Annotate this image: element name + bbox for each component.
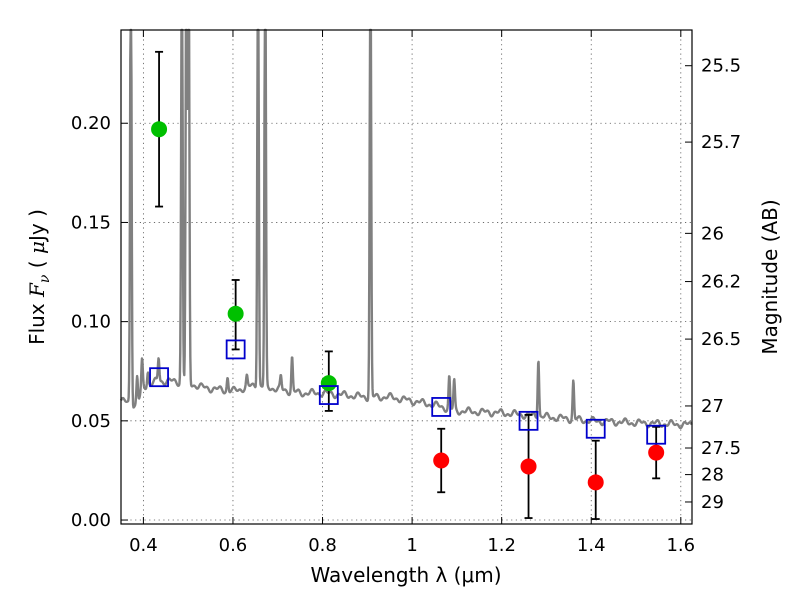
y2-tick-label: 26.5: [701, 329, 741, 350]
x-tick-label: 0.4: [129, 535, 158, 556]
data-point: [151, 121, 168, 138]
y-tick-label: 0.00: [71, 510, 111, 531]
y2-tick-label: 27: [701, 396, 724, 417]
marker-layer: [149, 121, 667, 491]
x-tick-label: 1.6: [666, 535, 695, 556]
model-square: [646, 424, 667, 445]
y2-tick-label: 25.7: [701, 132, 741, 153]
y2-tick-label: 25.5: [701, 56, 741, 77]
model-square: [225, 339, 246, 360]
data-point: [320, 375, 337, 392]
x-tick-label: 1: [406, 535, 417, 556]
x-tick-label: 0.8: [308, 535, 337, 556]
x-axis-label: Wavelength λ (μm): [310, 563, 501, 587]
y-axis-label-mu: μ: [25, 241, 49, 254]
x-tick-label: 1.4: [577, 535, 606, 556]
y-tick-label: 0.10: [71, 312, 111, 333]
plot-frame: [120, 29, 693, 525]
y2-axis-label: Magnitude (AB): [758, 199, 782, 354]
x-tick-label: 1.2: [487, 535, 516, 556]
data-point: [587, 474, 604, 491]
model-spectrum-line: [119, 28, 693, 430]
grid-layer: [121, 30, 692, 524]
model-square: [431, 397, 452, 417]
x-tick-label: 0.6: [219, 535, 248, 556]
model-square: [149, 367, 169, 388]
model-spectrum-layer: [119, 28, 693, 430]
data-point: [227, 305, 244, 322]
data-point: [648, 444, 665, 461]
model-square: [318, 385, 339, 405]
y-tick-label: 0.05: [71, 411, 111, 432]
errorbar-layer: [155, 50, 661, 520]
data-point: [433, 452, 450, 469]
y2-tick-label: 27.5: [701, 438, 741, 459]
y-axis-label-symbol: F: [25, 282, 49, 298]
y-axis-label-subscript: ν: [37, 274, 53, 283]
y-tick-label: 0.15: [71, 212, 111, 233]
tick-layer: 0.4 0.6 0.8 1 1.2 1.4 1.6 0.00 0.05 0.10 0.15 0.20 2…: [71, 30, 741, 556]
y-axis-label-unit: (: [25, 254, 49, 275]
y-axis-label-flux: Flux: [25, 297, 49, 345]
data-point: [520, 458, 537, 475]
model-square: [518, 410, 539, 431]
y-axis-label: Flux Fν ( μJy ): [25, 209, 53, 345]
y2-tick-label: 26.2: [701, 272, 741, 293]
y-axis-label-jy: Jy ): [25, 209, 49, 243]
model-square: [585, 418, 606, 439]
y2-tick-label: 28: [701, 465, 724, 486]
y2-tick-label: 26: [701, 223, 724, 244]
y2-tick-label: 29: [701, 492, 724, 513]
y-tick-label: 0.20: [71, 113, 111, 134]
